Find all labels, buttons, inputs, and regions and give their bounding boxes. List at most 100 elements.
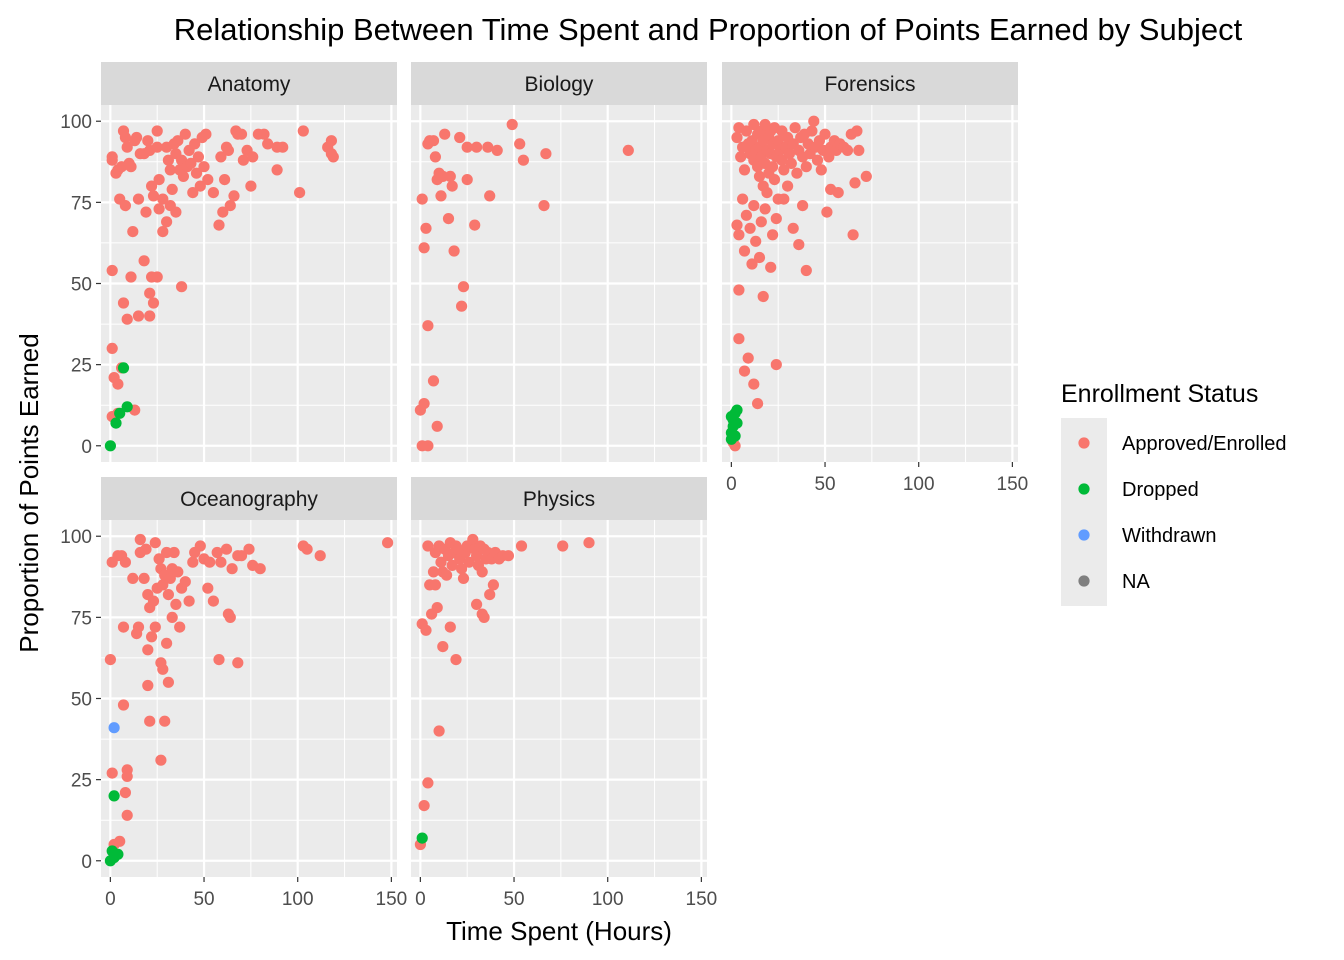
- data-point: [422, 440, 434, 452]
- x-tick-label: 0: [726, 474, 737, 495]
- legend-label: Approved/Enrolled: [1122, 433, 1287, 455]
- data-point: [228, 190, 240, 202]
- data-point: [471, 598, 483, 611]
- data-point: [106, 264, 118, 277]
- data-point: [217, 206, 229, 218]
- data-point: [847, 229, 859, 241]
- data-point: [783, 148, 796, 160]
- data-point: [192, 151, 204, 163]
- data-point: [738, 245, 751, 257]
- data-point: [744, 222, 756, 234]
- data-point: [457, 572, 470, 585]
- data-point: [733, 229, 745, 241]
- data-point: [149, 621, 161, 633]
- data-point: [418, 242, 430, 254]
- data-point: [183, 595, 195, 607]
- y-tick-label: 50: [71, 275, 92, 296]
- facet-strip-label: Anatomy: [208, 73, 291, 96]
- data-point: [738, 164, 751, 176]
- data-point: [753, 251, 766, 264]
- y-tick-label: 75: [71, 608, 92, 629]
- data-point: [482, 141, 494, 153]
- legend-key: [1078, 575, 1090, 587]
- data-point: [200, 128, 212, 140]
- data-point: [110, 417, 122, 429]
- x-tick-label: 100: [903, 474, 935, 495]
- data-point: [422, 540, 434, 552]
- data-point: [435, 190, 447, 202]
- facet-strip: [722, 62, 1018, 105]
- data-point: [127, 572, 139, 585]
- data-point: [420, 222, 432, 234]
- data-point: [121, 764, 133, 776]
- data-point: [194, 180, 206, 192]
- data-point: [787, 222, 799, 234]
- data-point: [731, 219, 743, 231]
- data-point: [168, 546, 180, 559]
- data-point: [164, 572, 176, 585]
- data-point: [237, 154, 249, 166]
- data-point: [157, 226, 169, 238]
- data-point: [437, 641, 449, 653]
- data-point: [467, 533, 479, 546]
- data-point: [742, 352, 754, 364]
- data-point: [797, 200, 809, 212]
- data-point: [166, 611, 178, 624]
- data-point: [538, 200, 550, 212]
- data-point: [144, 310, 156, 322]
- data-point: [172, 135, 184, 147]
- legend-label: Withdrawn: [1122, 525, 1216, 547]
- data-point: [752, 398, 764, 410]
- data-point: [166, 183, 178, 195]
- data-point: [219, 174, 231, 186]
- data-point: [789, 122, 801, 134]
- data-point: [161, 637, 173, 649]
- data-point: [170, 206, 182, 218]
- data-point: [162, 676, 174, 688]
- data-point: [767, 229, 779, 241]
- x-tick-label: 150: [686, 889, 718, 910]
- data-point: [235, 550, 248, 562]
- data-point: [294, 187, 306, 199]
- data-point: [729, 430, 741, 442]
- data-point: [755, 216, 767, 228]
- data-point: [429, 579, 441, 591]
- data-point: [446, 180, 458, 192]
- data-point: [733, 333, 745, 345]
- y-tick-label: 50: [71, 690, 92, 711]
- data-point: [514, 138, 526, 150]
- data-point: [860, 170, 872, 182]
- legend: Enrollment Status Approved/Enrolled Dropp…: [1061, 380, 1287, 606]
- x-tick-label: 0: [415, 889, 426, 910]
- data-point: [748, 118, 760, 131]
- data-point: [106, 767, 118, 779]
- data-point: [202, 582, 214, 594]
- data-point: [463, 556, 475, 568]
- data-point: [172, 566, 184, 578]
- data-point: [750, 235, 762, 247]
- data-point: [431, 602, 443, 614]
- data-point: [142, 135, 154, 147]
- data-point: [819, 128, 831, 140]
- data-point: [146, 180, 158, 192]
- data-point: [151, 141, 163, 153]
- data-point: [220, 543, 233, 555]
- data-point: [176, 281, 188, 293]
- y-tick-label: 0: [81, 852, 92, 873]
- data-point: [478, 611, 490, 624]
- panel-anatomy: Anatomy 0 25 50 75 100: [60, 62, 397, 462]
- data-point: [487, 579, 499, 591]
- data-point: [144, 287, 156, 299]
- data-point: [112, 848, 124, 860]
- data-point: [476, 566, 488, 578]
- facet-strip: [101, 62, 397, 105]
- data-point: [851, 125, 863, 137]
- data-point: [770, 213, 782, 225]
- data-point: [108, 722, 120, 734]
- data-point: [422, 320, 434, 332]
- data-point: [444, 170, 456, 182]
- data-point: [134, 533, 146, 546]
- data-point: [461, 141, 473, 153]
- y-tick-label: 0: [81, 437, 92, 458]
- data-point: [429, 151, 441, 163]
